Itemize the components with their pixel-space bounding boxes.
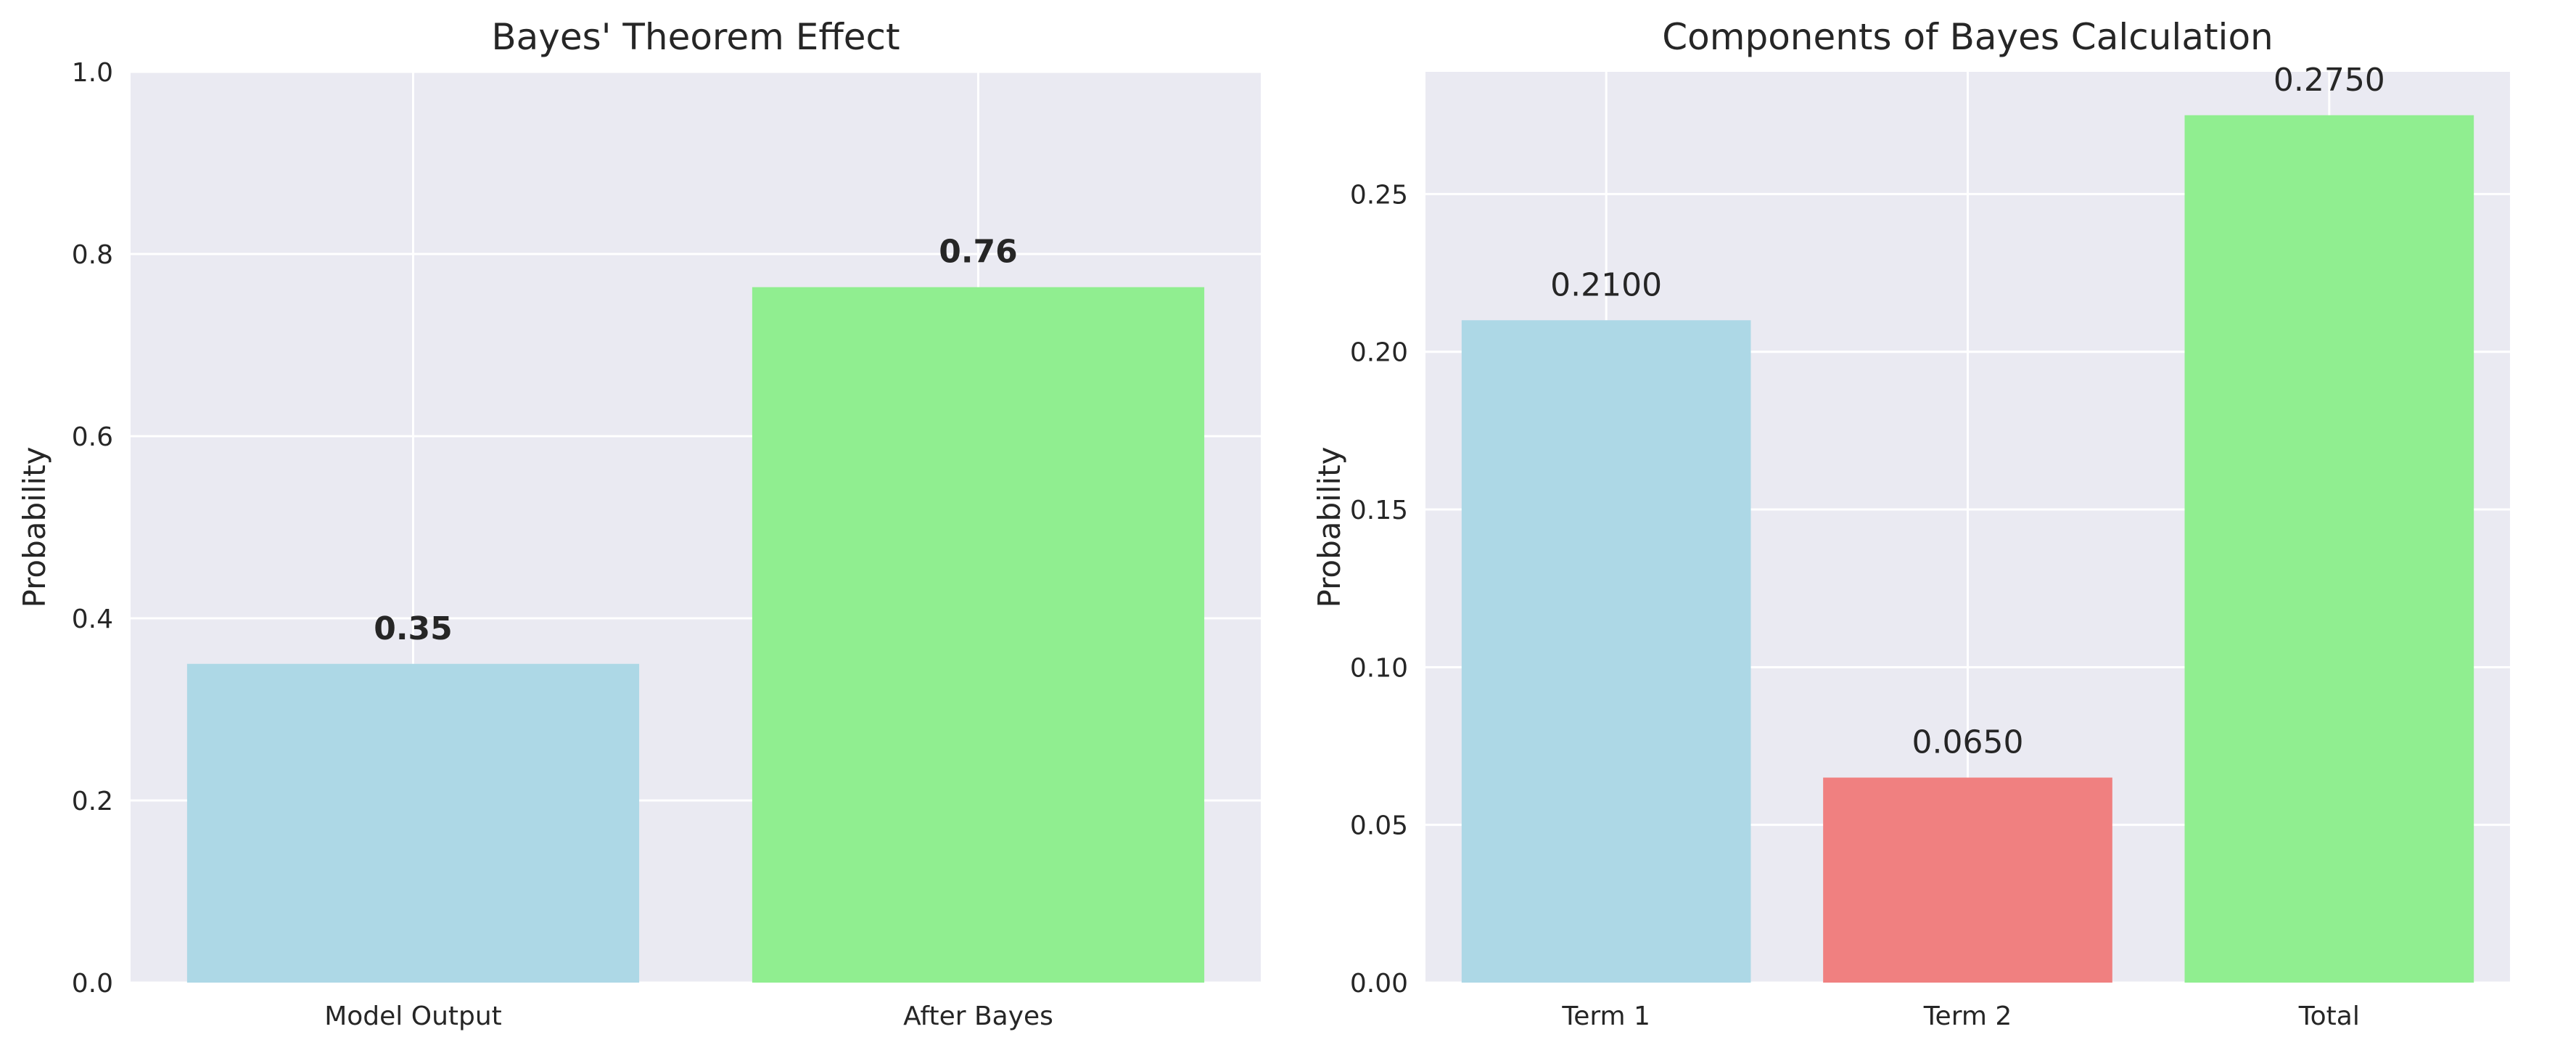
chart-title: Bayes' Theorem Effect <box>491 16 900 58</box>
x-tick-label: Term 2 <box>1923 1001 2012 1031</box>
bar <box>1823 777 2112 983</box>
data-label: 0.76 <box>939 234 1018 271</box>
data-label: 0.2100 <box>1550 266 1662 303</box>
y-tick-label: 0.15 <box>1350 496 1408 525</box>
bar <box>186 663 640 983</box>
x-tick-label: Term 1 <box>1561 1001 1650 1031</box>
chart-bayes-theorem-effect: 0.0 0.2 0.4 0.6 0.8 1.0 Model Output After Baye… <box>17 16 1261 1031</box>
y-tick-label: 0.10 <box>1350 653 1408 683</box>
y-tick-label: 0.25 <box>1350 180 1408 210</box>
y-axis-label: Probability <box>17 446 52 607</box>
bar <box>1461 320 1751 983</box>
bar <box>752 287 1205 983</box>
x-tick-label: Model Output <box>324 1001 502 1031</box>
data-label: 0.0650 <box>1912 724 2024 761</box>
y-tick-label: 0.4 <box>72 605 113 634</box>
y-tick-label: 0.6 <box>72 422 113 452</box>
chart-components-of-bayes-calculation: 0.00 0.05 0.10 0.15 0.20 0.25 Term 1 Term 2 Tota… <box>1312 16 2510 1031</box>
y-tick-label: 0.20 <box>1350 338 1408 368</box>
y-tick-label: 0.05 <box>1350 811 1408 841</box>
y-axis-label: Probability <box>1312 446 1347 607</box>
y-tick-label: 0.8 <box>72 240 113 270</box>
bar <box>2184 115 2474 983</box>
data-label: 0.35 <box>374 610 453 647</box>
y-tick-label: 0.00 <box>1350 969 1408 999</box>
data-label: 0.2750 <box>2273 62 2385 99</box>
x-tick-label: Total <box>2298 1001 2360 1031</box>
y-tick-label: 0.2 <box>72 787 113 816</box>
y-tick-label: 1.0 <box>72 58 113 88</box>
x-tick-label: After Bayes <box>903 1001 1053 1031</box>
chart-title: Components of Bayes Calculation <box>1662 16 2273 58</box>
y-tick-label: 0.0 <box>72 969 113 999</box>
